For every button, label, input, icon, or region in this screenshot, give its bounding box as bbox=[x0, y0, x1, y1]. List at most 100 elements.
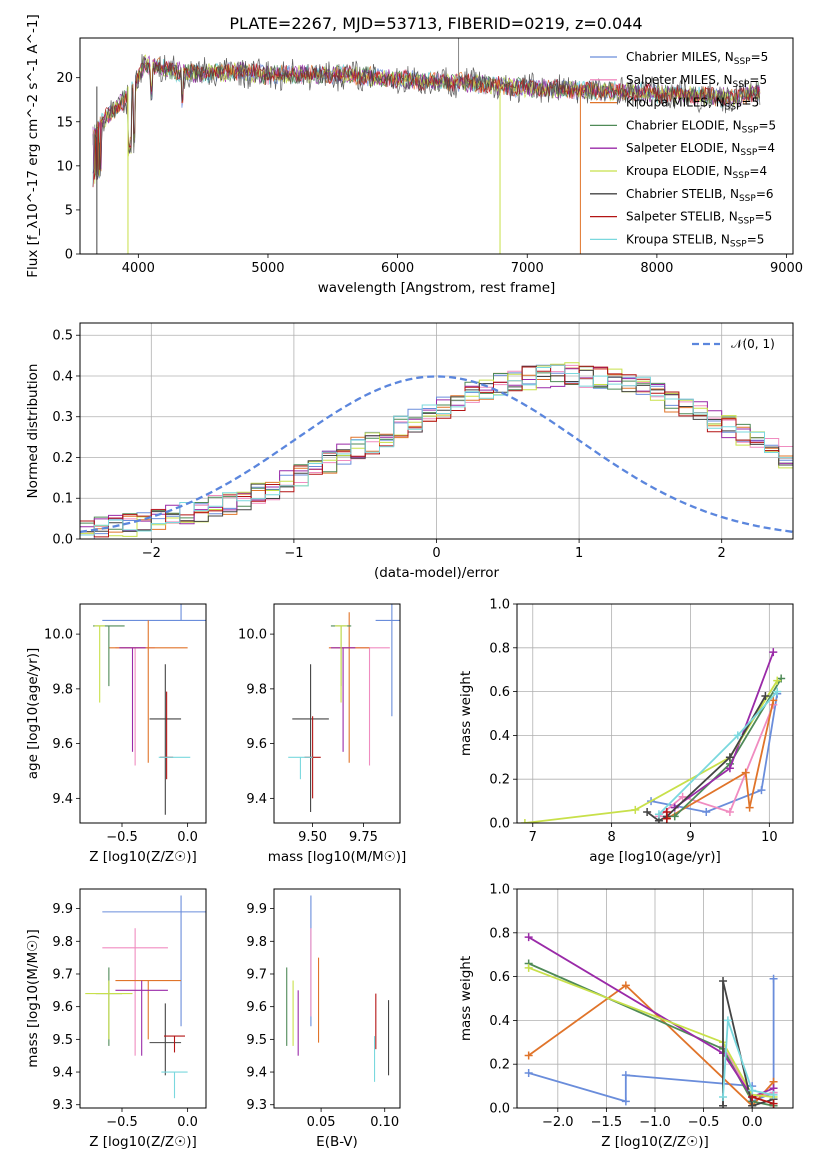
x-tick-label: −2 bbox=[142, 546, 161, 561]
y-tick-label: 9.5 bbox=[52, 1033, 73, 1048]
series-marker bbox=[643, 808, 652, 817]
y-tick-label: 1.0 bbox=[489, 598, 510, 613]
axes-frame bbox=[79, 888, 207, 1109]
y-tick-label: 9.6 bbox=[246, 737, 267, 752]
x-tick-label: 9.75 bbox=[349, 830, 378, 845]
series-marker bbox=[621, 1071, 630, 1080]
x-tick-label: −0.5 bbox=[688, 1115, 720, 1130]
legend-label: Salpeter STELIB, NSSP=5 bbox=[626, 210, 772, 227]
y-tick-label: 9.6 bbox=[52, 737, 73, 752]
plot-area bbox=[286, 895, 390, 1082]
series-marker bbox=[761, 691, 770, 700]
errorbar-point bbox=[102, 895, 206, 1027]
axes-frame bbox=[516, 603, 794, 824]
series-marker bbox=[725, 808, 734, 817]
series-marker bbox=[524, 1068, 533, 1077]
series-marker bbox=[654, 810, 663, 819]
legend-nssp: 4 bbox=[767, 141, 775, 155]
legend-label: Chabrier ELODIE, NSSP=5 bbox=[626, 118, 776, 135]
errorbar-point bbox=[115, 647, 155, 766]
plot-area bbox=[85, 895, 206, 1099]
series-line bbox=[658, 704, 775, 818]
legend-item: Kroupa ELODIE, NSSP=4 bbox=[590, 164, 767, 181]
x-tick-label: 8000 bbox=[640, 261, 673, 276]
x-tick-label: 0.0 bbox=[177, 830, 198, 845]
mass-weight-series bbox=[654, 687, 782, 819]
x-axis-label: age [log10(age/yr)] bbox=[589, 849, 721, 865]
errorbar-point bbox=[85, 980, 133, 1040]
x-axis-label: Z [log10(Z/Z☉)] bbox=[89, 849, 197, 865]
y-tick-label: 5 bbox=[65, 203, 73, 218]
errorbar-point bbox=[102, 604, 206, 621]
y-tick-label: 0.4 bbox=[489, 729, 510, 744]
series-marker bbox=[745, 803, 754, 812]
x-tick-label: −2.0 bbox=[542, 1115, 574, 1130]
errorbar-point bbox=[93, 625, 125, 687]
series-line bbox=[722, 980, 774, 1107]
panel-mass-vs-Z: −0.5 0.0 9.3 9.4 9.5 9.6 9.7 9.8 9.9 Z [log10(Z/Z… bbox=[25, 888, 207, 1150]
x-tick-label: 7000 bbox=[511, 261, 544, 276]
series-marker bbox=[723, 1016, 732, 1025]
series-line bbox=[528, 984, 775, 1108]
legend-label: Salpeter ELODIE, NSSP=4 bbox=[626, 141, 775, 158]
errorbar-point bbox=[119, 647, 146, 752]
series-marker bbox=[631, 805, 640, 814]
x-tick-label: 9000 bbox=[770, 261, 803, 276]
axes-frame bbox=[273, 603, 401, 824]
series-line bbox=[528, 966, 774, 1098]
y-tick-label: 0.2 bbox=[52, 451, 73, 466]
errorbar-point bbox=[292, 664, 329, 813]
y-tick-label: 9.8 bbox=[52, 935, 73, 950]
x-tick-label: −0.5 bbox=[106, 830, 138, 845]
panel-massweight-vs-Z: −2.0 −1.5 −1.0 −0.5 0.0 0.0 0.2 0.4 0.6 0.8 1.0 Z [… bbox=[458, 883, 794, 1150]
x-axis-label: Z [log10(Z/Z☉)] bbox=[601, 1134, 709, 1150]
x-tick-label: 6000 bbox=[381, 261, 414, 276]
series-marker bbox=[773, 687, 782, 696]
y-tick-label: 0.4 bbox=[489, 1014, 510, 1029]
legend-nssp: 5 bbox=[759, 73, 767, 87]
series-marker bbox=[741, 768, 750, 777]
x-axis-label: (data-model)/error bbox=[374, 565, 500, 581]
x-axis-label: E(B-V) bbox=[316, 1134, 358, 1150]
series-marker bbox=[524, 963, 533, 972]
y-tick-label: 0 bbox=[65, 248, 73, 263]
errorbar-point bbox=[164, 1035, 185, 1053]
x-tick-label: 0.05 bbox=[307, 1115, 336, 1130]
errorbar-point bbox=[288, 756, 313, 780]
series-marker bbox=[678, 792, 687, 801]
series-marker bbox=[725, 753, 734, 762]
y-tick-label: 9.8 bbox=[52, 682, 73, 697]
series-marker bbox=[748, 1101, 757, 1108]
x-tick-label: −1.0 bbox=[639, 1115, 671, 1130]
errorbar-point bbox=[334, 625, 348, 703]
y-tick-label: 9.4 bbox=[246, 1066, 267, 1081]
y-tick-label: 9.9 bbox=[52, 902, 73, 917]
axes-frame bbox=[79, 37, 794, 255]
y-tick-label: 9.6 bbox=[246, 1000, 267, 1015]
series-marker bbox=[769, 1090, 778, 1099]
series-marker bbox=[524, 1051, 533, 1060]
x-tick-label: 0.0 bbox=[742, 1115, 763, 1130]
y-axis-label: mass weight bbox=[458, 956, 474, 1041]
y-tick-label: 0.2 bbox=[489, 773, 510, 788]
series-marker bbox=[670, 812, 679, 821]
plot-area bbox=[520, 648, 786, 823]
y-tick-label: 0.0 bbox=[489, 817, 510, 832]
legend-nssp: 5 bbox=[769, 118, 777, 132]
errorbar-point bbox=[349, 647, 390, 766]
x-tick-label: 5000 bbox=[251, 261, 284, 276]
legend-label: Chabrier STELIB, NSSP=6 bbox=[626, 187, 774, 204]
x-tick-label: 9 bbox=[686, 830, 694, 845]
mass-weight-series bbox=[654, 700, 778, 821]
legend-item: Salpeter MILES, NSSP=5 bbox=[590, 73, 767, 90]
legend-series-name: Salpeter ELODIE bbox=[626, 141, 724, 155]
panel-mass-vs-EBV: 0.05 0.10 9.3 9.4 9.5 9.6 9.7 9.8 9.9 E(B-V) bbox=[246, 888, 401, 1150]
y-tick-label: 9.6 bbox=[52, 1000, 73, 1015]
legend-item: Salpeter ELODIE, NSSP=4 bbox=[590, 141, 775, 158]
legend-item: Chabrier STELIB, NSSP=6 bbox=[590, 187, 774, 204]
x-tick-label: −0.5 bbox=[106, 1115, 138, 1130]
legend-nssp: 5 bbox=[757, 232, 765, 246]
histogram-series bbox=[80, 364, 793, 536]
histogram-series bbox=[80, 367, 793, 533]
